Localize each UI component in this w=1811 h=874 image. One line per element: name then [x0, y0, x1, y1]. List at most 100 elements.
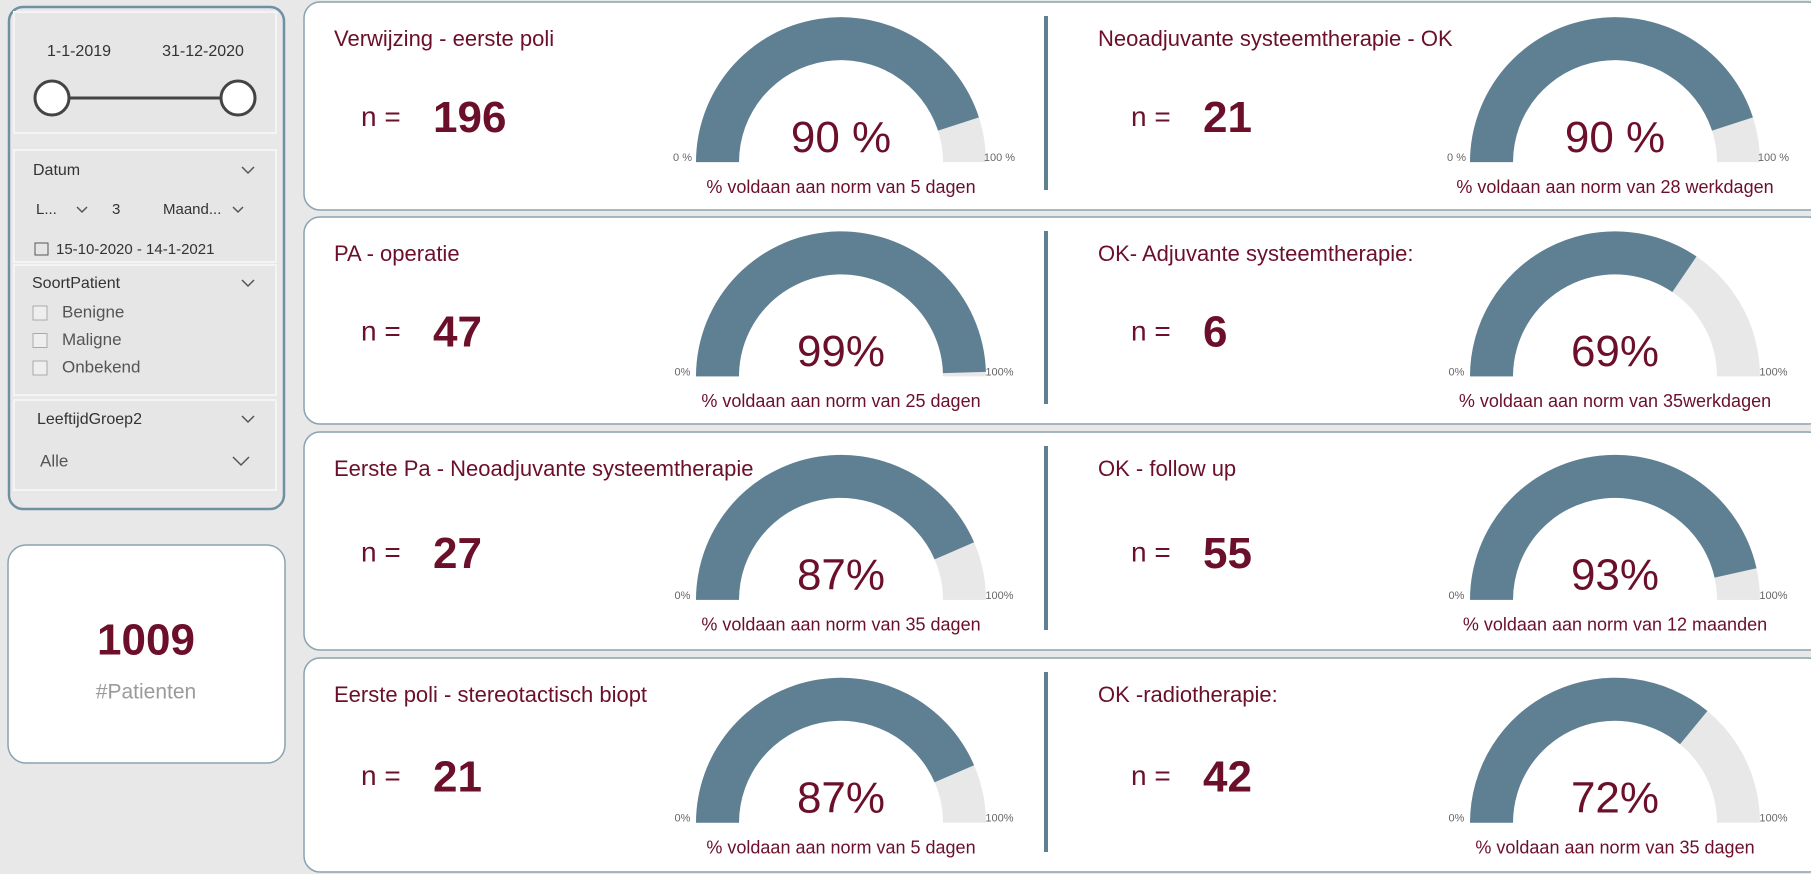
- checkbox[interactable]: [32, 305, 48, 321]
- start-date[interactable]: 1-1-2019: [47, 43, 111, 60]
- n-label: n =: [1131, 536, 1171, 567]
- datum-range: 15-10-2020 - 14-1-2021: [56, 241, 214, 258]
- datum-unit[interactable]: Maand...: [163, 201, 221, 218]
- card-title: Neoadjuvante systeemtherapie - OK: [1098, 26, 1453, 51]
- gauge-tick-label: 100 %: [984, 152, 1015, 164]
- n-label: n =: [1131, 315, 1171, 346]
- gauge-value: [1470, 17, 1753, 163]
- datum-count[interactable]: 3: [112, 201, 120, 218]
- calendar-icon: [34, 242, 49, 256]
- gauge-tick-label: 0%: [675, 366, 691, 378]
- dropdown-value[interactable]: Alle: [40, 451, 68, 470]
- slider-handle[interactable]: [219, 79, 257, 117]
- row-card: [303, 657, 1811, 873]
- slicer-title: SoortPatient: [32, 275, 121, 292]
- card-title: OK -radiotherapie:: [1098, 682, 1278, 707]
- gauge-value: [696, 677, 975, 823]
- gauge-tick-label: 0 %: [1447, 152, 1466, 164]
- gauge-tick-label: 100%: [1759, 813, 1787, 825]
- leeftijd-slicer: [13, 399, 277, 491]
- gauge-value: [1470, 454, 1757, 600]
- gauge-caption: % voldaan aan norm van 25 dagen: [701, 391, 980, 411]
- row-card: [303, 1, 1811, 211]
- gauge-tick-label: 0%: [1449, 590, 1465, 602]
- gauge-caption: % voldaan aan norm van 12 maanden: [1463, 615, 1767, 635]
- gauge-value: [696, 454, 975, 600]
- gauge-caption: % voldaan aan norm van 35 dagen: [1475, 838, 1754, 858]
- card-title: Eerste Pa - Neoadjuvante systeemtherapie: [334, 456, 753, 481]
- slicer-title: Datum: [33, 162, 80, 179]
- gauge-label: 69%: [1571, 327, 1659, 376]
- n-value: 47: [433, 308, 482, 357]
- chevron[interactable]: [232, 206, 244, 214]
- row-card: [303, 216, 1811, 425]
- soort-slicer: [13, 264, 277, 396]
- checkbox[interactable]: [32, 333, 48, 348]
- gauge-label: 87%: [797, 550, 885, 599]
- option-label: Onbekend: [62, 357, 140, 376]
- gauge-caption: % voldaan aan norm van 5 dagen: [706, 177, 975, 197]
- n-label: n =: [1131, 760, 1171, 791]
- row-card: [303, 431, 1811, 651]
- gauge-label: 93%: [1571, 550, 1659, 599]
- n-value: 21: [1203, 93, 1252, 142]
- card-title: OK- Adjuvante systeemtherapie:: [1098, 241, 1414, 266]
- gauge-tick-label: 0 %: [673, 152, 692, 164]
- gauge-tick-label: 0%: [1449, 366, 1465, 378]
- card-title: PA - operatie: [334, 241, 460, 266]
- end-date[interactable]: 31-12-2020: [162, 43, 244, 60]
- n-label: n =: [361, 101, 401, 132]
- gauge-tick-label: 100%: [1759, 366, 1787, 378]
- gauge-label: 90 %: [1565, 113, 1665, 162]
- card-title: Verwijzing - eerste poli: [334, 26, 554, 51]
- chevron[interactable]: [241, 279, 255, 288]
- gauge-label: 99%: [797, 327, 885, 376]
- datum-mode[interactable]: L...: [36, 201, 57, 218]
- n-label: n =: [361, 315, 401, 346]
- gauge-tick-label: 100%: [985, 366, 1013, 378]
- checkbox[interactable]: [32, 360, 48, 376]
- gauge-tick-label: 0%: [675, 590, 691, 602]
- gauge-caption: % voldaan aan norm van 35 dagen: [701, 615, 980, 635]
- gauge-value: [1470, 231, 1697, 377]
- slicer-title: LeeftijdGroep2: [37, 411, 142, 428]
- gauge-caption: % voldaan aan norm van 28 werkdagen: [1456, 177, 1773, 197]
- n-value: 6: [1203, 308, 1227, 357]
- gauge-caption: % voldaan aan norm van 35werkdagen: [1459, 391, 1771, 411]
- datum-slicer: [13, 149, 277, 263]
- chevron[interactable]: [241, 166, 255, 175]
- gauge-tick-label: 100%: [985, 590, 1013, 602]
- gauge-tick-label: 100 %: [1758, 152, 1789, 164]
- gauge-label: 90 %: [791, 113, 891, 162]
- card-title: Eerste poli - stereotactisch biopt: [334, 682, 647, 707]
- n-label: n =: [1131, 101, 1171, 132]
- gauge-value: [696, 17, 979, 163]
- kpi-value: 1009: [97, 616, 195, 665]
- option-label: Maligne: [62, 330, 122, 349]
- gauge-value: [1469, 677, 1708, 823]
- n-label: n =: [361, 536, 401, 567]
- gauge-tick-label: 0%: [675, 813, 691, 825]
- gauge-tick-label: 0%: [1449, 813, 1465, 825]
- chevron[interactable]: [232, 456, 250, 467]
- n-label: n =: [361, 760, 401, 791]
- card-title: OK - follow up: [1098, 456, 1236, 481]
- option-label: Benigne: [62, 302, 124, 321]
- chevron[interactable]: [76, 206, 88, 214]
- slider-handle[interactable]: [33, 79, 71, 117]
- n-value: 42: [1203, 753, 1252, 802]
- gauge-caption: % voldaan aan norm van 5 dagen: [706, 838, 975, 858]
- gauge-label: 87%: [797, 773, 885, 822]
- gauge-label: 72%: [1571, 773, 1659, 822]
- n-value: 27: [433, 529, 482, 578]
- n-value: 196: [433, 93, 506, 142]
- gauge-tick-label: 100%: [1759, 590, 1787, 602]
- kpi-card: [7, 544, 286, 764]
- n-value: 21: [433, 753, 482, 802]
- chevron[interactable]: [241, 415, 255, 424]
- gauge-tick-label: 100%: [985, 813, 1013, 825]
- gauge-value: [696, 231, 986, 377]
- kpi-label: #Patienten: [96, 681, 196, 704]
- n-value: 55: [1203, 529, 1252, 578]
